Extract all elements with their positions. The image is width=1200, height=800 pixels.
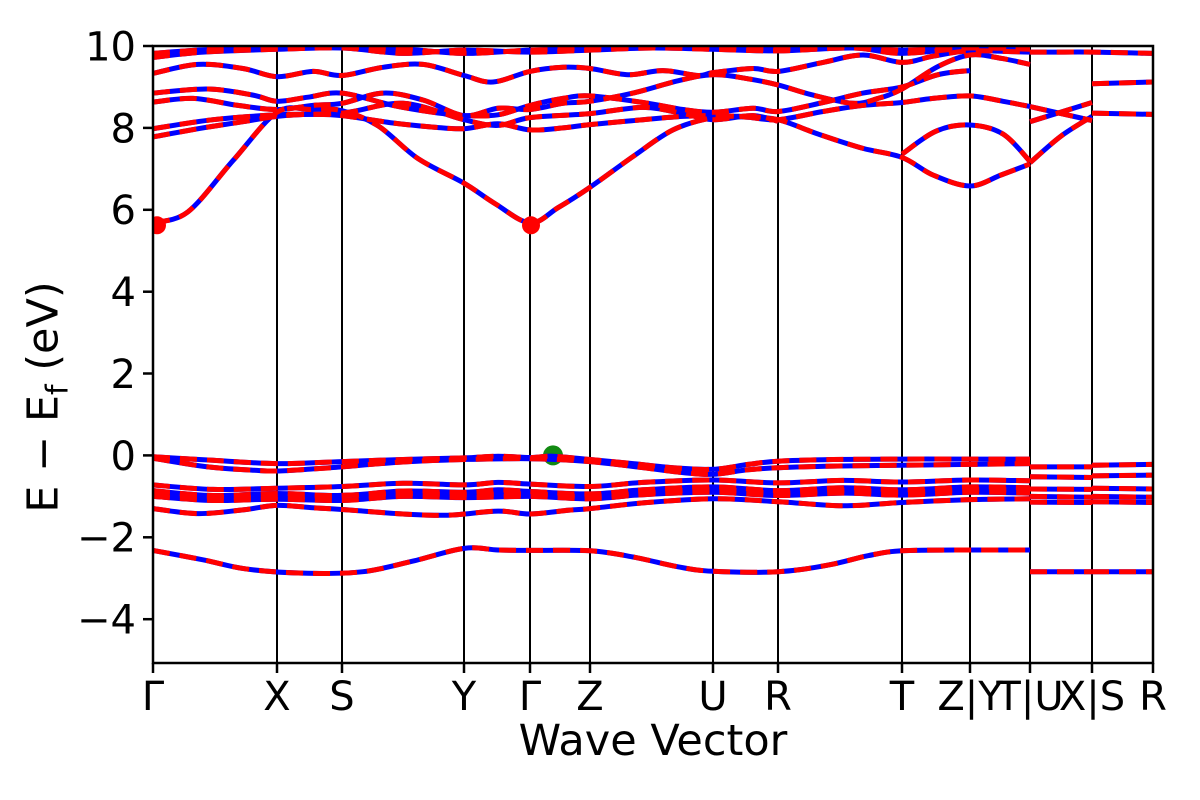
cbm-marker — [152, 216, 166, 235]
valence-band-8-deep-overlay — [152, 545, 1031, 576]
x-tick-label: Y — [451, 674, 477, 720]
x-tick-label: T — [889, 674, 915, 720]
conduction-band-6-overlay — [152, 45, 1031, 56]
tick-marks — [143, 44, 1155, 673]
y-tick-label: 0 — [111, 434, 136, 480]
high-symmetry-gridlines — [152, 46, 1154, 663]
y-tick-label: 2 — [111, 352, 136, 398]
valence-band-4-leg-sr-overlay — [1091, 493, 1154, 500]
valence-band-5-leg-sr-overlay — [1091, 499, 1154, 505]
x-tick-label: X|S — [1059, 674, 1125, 720]
cbm-marker — [522, 216, 540, 235]
conduction-band-leg-sr-1-overlay — [1091, 110, 1154, 117]
conduction-band-1-overlay — [152, 105, 1031, 226]
valence-band-3-overlay — [152, 477, 1031, 493]
valence-band-4-leg-ux-overlay — [1029, 493, 1093, 500]
conduction-band-1-upper-lens-overlay — [900, 122, 1032, 164]
x-axis-title: Wave Vector — [518, 716, 788, 766]
valence-band-2-leg-ux-overlay — [1029, 474, 1093, 480]
y-tick-label: −2 — [77, 516, 136, 562]
valence-band-3-leg-sr-overlay — [1091, 485, 1154, 492]
conduction-band-leg-ux-cross-up-overlay — [1029, 100, 1093, 125]
x-tick-label: R — [764, 674, 792, 720]
bands-overlay — [152, 45, 1154, 576]
conduction-band-leg-sr-2-overlay — [1091, 79, 1154, 87]
valence-band-1-leg-sr-overlay — [1091, 461, 1154, 468]
conduction-band-7-overlay — [152, 68, 971, 119]
y-axis-title-main: E − E — [18, 394, 69, 513]
y-tick-label: −4 — [77, 598, 136, 644]
conduction-band-8-overlay — [152, 100, 779, 132]
x-tick-label: Γ — [142, 674, 165, 720]
x-tick-label: T|U — [995, 674, 1063, 720]
x-tick-label: U — [698, 674, 727, 720]
x-tick-label: X — [263, 674, 290, 720]
valence-band-2-overlay — [152, 455, 1031, 477]
plot-area — [152, 45, 1154, 663]
valence-band-2-leg-sr-overlay — [1091, 472, 1154, 479]
x-tick-label: R — [1139, 674, 1167, 720]
y-tick-label: 6 — [111, 188, 136, 234]
y-axis-title: E − Ef (eV) — [19, 281, 76, 512]
x-tick-label: S — [329, 674, 354, 720]
y-tick-label: 10 — [85, 24, 136, 70]
x-tick-label: Z|Y — [937, 674, 1003, 720]
y-tick-label: 4 — [111, 270, 136, 316]
valence-band-6-overlay — [152, 486, 1031, 501]
y-tick-label: 8 — [111, 106, 136, 152]
y-axis-title-unit: (eV) — [18, 281, 69, 385]
y-axis-title-subscript: f — [40, 384, 76, 395]
conduction-band-4-overlay — [152, 48, 1154, 85]
x-tick-label: Γ — [519, 674, 542, 720]
conduction-band-2-overlay — [152, 93, 1031, 140]
valence-band-7-overlay — [152, 496, 1031, 518]
x-tick-label: Z — [576, 674, 603, 720]
axes-frame — [151, 44, 1155, 665]
